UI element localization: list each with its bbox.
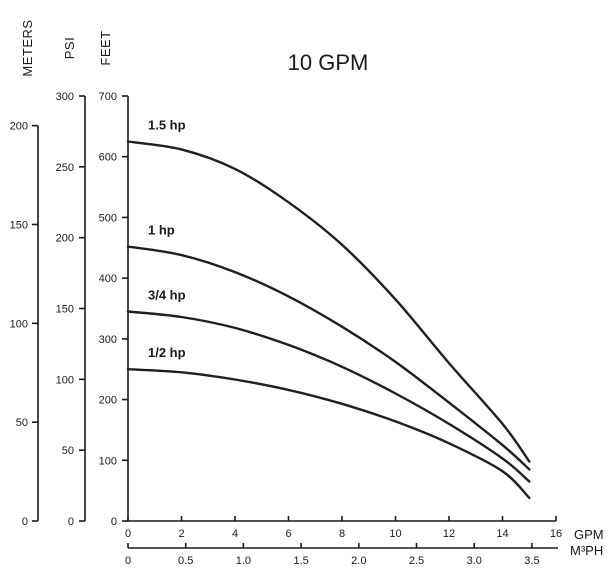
y-tick-label: 600 [99,152,117,164]
x-tick-label: 8 [339,528,345,540]
y-tick-label: 500 [99,212,117,224]
x2-tick-label: 3.0 [467,555,482,567]
y-tick-label: 250 [56,162,74,174]
y-tick-label: 0 [22,516,28,528]
x2-tick-label: 3.5 [524,555,539,567]
x-axis-gpm: 0 2 4 6 8 10 12 14 16 GPM [125,516,604,542]
x-tick-label: 4 [232,528,238,540]
x-tick-label: 0 [125,528,131,540]
x-axes: 0 2 4 6 8 10 12 14 16 GPM 0 0.5 1.0 1.5 2.0 2.5 3.0 3.5 M³… [125,516,604,567]
y-axis-meters: 0 50 100 150 200 METERS [10,19,39,528]
y-tick-label: 200 [10,121,28,133]
y-tick-label: 200 [99,395,117,407]
y-tick-label: 50 [16,417,28,429]
curve-label-1-hp: 1 hp [148,223,175,238]
y-tick-label: 0 [68,516,74,528]
x-tick-label: 10 [389,528,401,540]
curve-1-2-hp [126,368,531,500]
curve-label-3-4-hp: 3/4 hp [148,288,186,303]
curve-1-5-hp [126,140,531,463]
y-axis-psi: 0 50 100 150 200 250 300 PSI [56,37,86,528]
y-tick-label: 400 [99,273,117,285]
y-tick-label: 150 [56,304,74,316]
x-tick-label: 6 [285,528,291,540]
y-tick-label: 200 [56,233,74,245]
x-tick-label: 2 [178,528,184,540]
y-tick-label: 300 [56,91,74,103]
y-tick-label: 0 [111,516,117,528]
y-axis-title: FEET [98,30,113,65]
y-axes: 050100150200METERS050100150200250300PSI0… [10,19,129,528]
x-axis-m3ph: 0 0.5 1.0 1.5 2.0 2.5 3.0 3.5 M³PH [125,543,603,567]
y-tick-label: 700 [99,91,117,103]
x2-tick-label: 0 [125,555,131,567]
x2-tick-label: 1.5 [293,555,308,567]
x2-axis-unit: M³PH [570,543,603,558]
y-axis-feet: 0 100 200 300 400 500 600 700 FEET [98,30,129,528]
curve-1-hp [126,245,531,471]
y-tick-label: 100 [99,455,117,467]
curve-label-1-2-hp: 1/2 hp [148,345,186,360]
y-tick-label: 100 [56,374,74,386]
x2-tick-label: 0.5 [178,555,193,567]
chart-title: 10 GPM [288,50,369,75]
y-tick-label: 50 [62,445,74,457]
x-tick-label: 16 [550,528,562,540]
pump-curves: 1.5 hp 1 hp 3/4 hp 1/2 hp [126,118,531,500]
x-axis-unit: GPM [574,527,604,542]
y-tick-label: 100 [10,318,28,330]
y-tick-label: 150 [10,219,28,231]
curve-label-1-5-hp: 1.5 hp [148,118,186,133]
x2-tick-label: 2.0 [351,555,366,567]
x2-tick-label: 2.5 [409,555,424,567]
x-tick-label: 12 [443,528,455,540]
curve-3-4-hp [126,310,531,483]
x-tick-label: 14 [496,528,508,540]
y-tick-label: 300 [99,334,117,346]
y-axis-title: PSI [62,37,77,59]
x2-tick-label: 1.0 [236,555,251,567]
y-axis-title: METERS [20,19,35,76]
